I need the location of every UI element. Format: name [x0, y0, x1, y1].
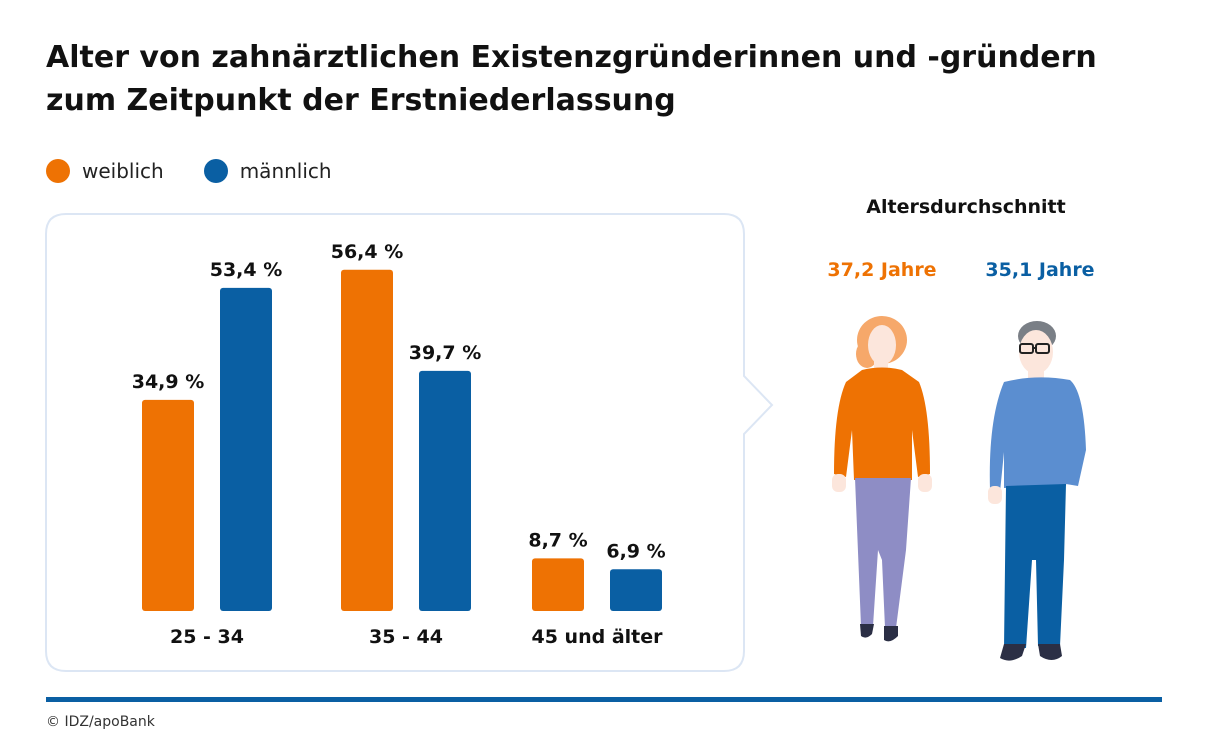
average-title: Altersdurchschnitt: [866, 196, 1066, 218]
data-label-male-0: 53,4 %: [210, 259, 283, 281]
data-label-female-2: 8,7 %: [528, 529, 587, 551]
bar-female-0: [142, 399, 194, 611]
bars-layer: [142, 269, 662, 611]
average-female: 37,2 Jahre: [827, 259, 937, 281]
legend-item-male: männlich: [203, 159, 332, 183]
data-label-male-1: 39,7 %: [409, 342, 482, 364]
category-label-2: 45 und älter: [532, 626, 664, 648]
bar-male-2: [610, 569, 662, 611]
bar-male-1: [419, 370, 471, 611]
bar-male-0: [220, 287, 272, 611]
legend-label-male: männlich: [239, 159, 332, 183]
female-figure-icon: [832, 316, 932, 642]
category-label-1: 35 - 44: [369, 626, 443, 648]
male-figure-icon: [988, 321, 1086, 661]
legend-label-female: weiblich: [82, 159, 164, 183]
category-label-0: 25 - 34: [170, 626, 244, 648]
legend-swatch-male: [203, 159, 228, 183]
chart-title: Alter von zahnärztlichen Existenzgründer…: [46, 36, 1166, 122]
legend: weiblich männlich: [46, 154, 372, 188]
bar-female-1: [341, 269, 393, 611]
average-male: 35,1 Jahre: [985, 259, 1095, 281]
data-label-male-2: 6,9 %: [606, 540, 665, 562]
legend-item-female: weiblich: [46, 159, 164, 183]
chart-title-line-1: Alter von zahnärztlichen Existenzgründer…: [46, 40, 1097, 75]
category-labels-layer: 25 - 34 35 - 44 45 und älter: [170, 626, 663, 648]
data-label-female-1: 56,4 %: [331, 241, 404, 263]
legend-swatch-female: [46, 159, 70, 183]
bar-female-2: [532, 558, 584, 611]
footer-divider: [46, 697, 1162, 702]
labels-layer: 34,9 % 53,4 % 56,4 % 39,7 % 8,7 % 6,9 %: [132, 241, 666, 562]
chart-title-line-2: zum Zeitpunkt der Erstniederlassung: [46, 83, 676, 118]
data-label-female-0: 34,9 %: [132, 371, 205, 393]
copyright-credit: © IDZ/apoBank: [46, 714, 155, 730]
